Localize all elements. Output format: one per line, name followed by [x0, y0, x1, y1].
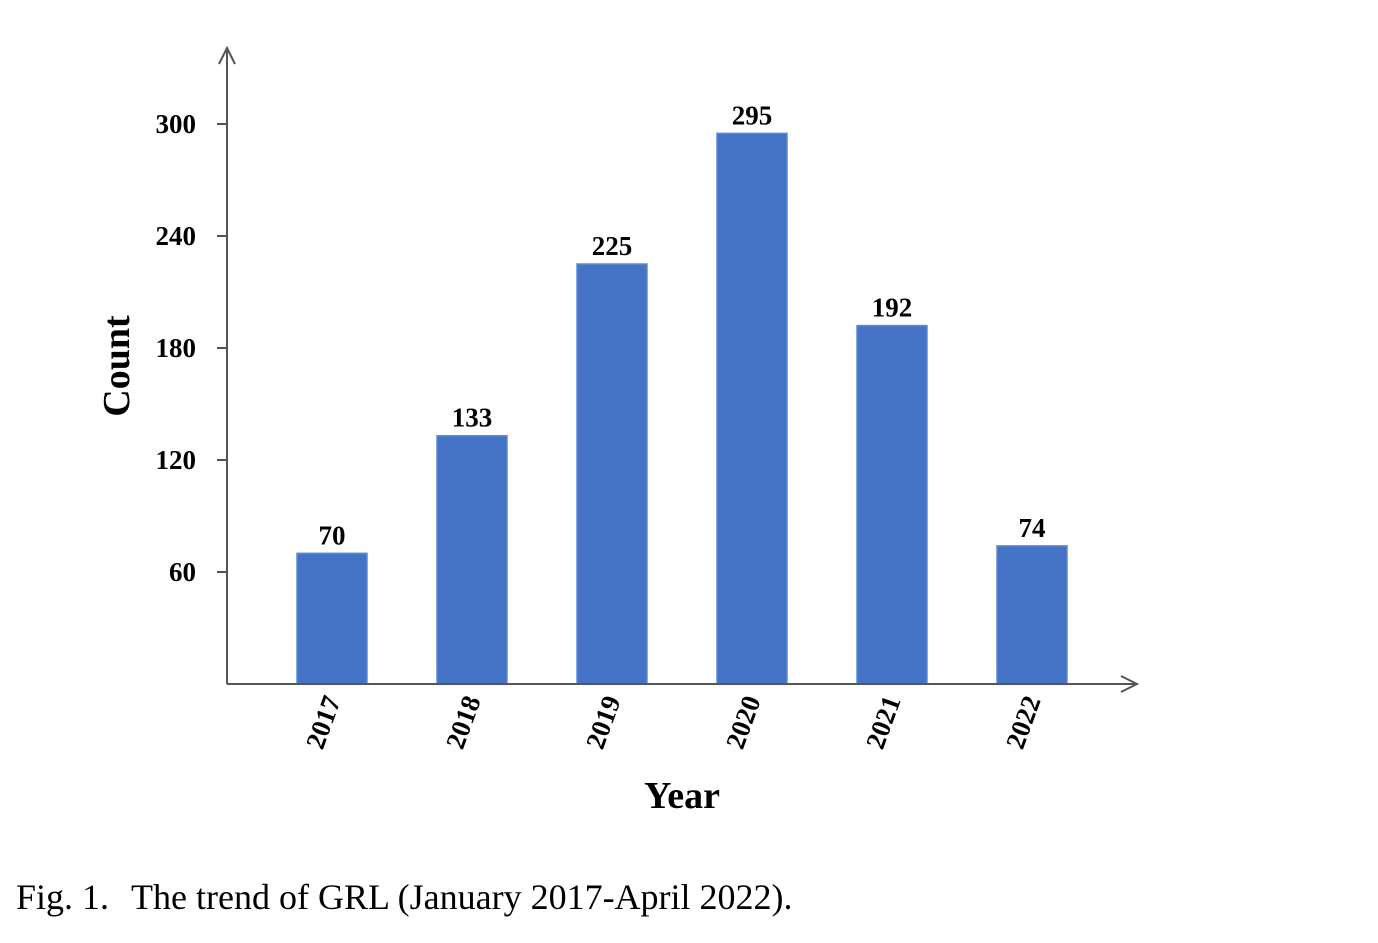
y-tick-label: 180 [156, 333, 197, 363]
x-tick-label-2018: 2018 [440, 692, 487, 753]
x-ticks-group: 2017 2018 2019 2020 2021 2022 [300, 692, 1047, 753]
x-tick-label-2019: 2019 [580, 692, 627, 753]
bar-2019 [576, 263, 648, 685]
figure-number: Fig. 1. [16, 877, 110, 917]
x-tick-label-2017: 2017 [300, 692, 347, 753]
bar-2020 [716, 132, 788, 685]
data-label-2019: 225 [592, 231, 633, 261]
y-axis-title: Count [96, 315, 138, 417]
x-tick-label-2020: 2020 [720, 692, 767, 753]
y-tick-label: 60 [169, 557, 196, 587]
y-ticks-group: 60 120 180 240 300 [156, 109, 227, 587]
bars-group [296, 132, 1068, 685]
figure-caption: Fig. 1. The trend of GRL (January 2017-Ap… [16, 876, 793, 918]
bar-2018 [436, 434, 508, 685]
data-label-2017: 70 [319, 520, 346, 550]
data-label-2020: 295 [732, 100, 773, 130]
data-label-2018: 133 [452, 403, 493, 433]
data-label-2021: 192 [872, 293, 913, 323]
bar-2022 [996, 545, 1068, 685]
axes-group [218, 45, 1140, 693]
bar-2017 [296, 552, 368, 685]
y-axis-arrow-icon [218, 45, 236, 65]
x-tick-label-2022: 2022 [1000, 692, 1047, 753]
x-axis-title: Year [644, 775, 720, 817]
x-axis-arrow-icon [1120, 675, 1140, 693]
data-label-2022: 74 [1019, 513, 1046, 543]
figure-caption-text: The trend of GRL (January 2017-April 202… [131, 877, 793, 917]
bar-chart: 70 133 225 295 192 74 60 120 180 240 300 2017 2018… [96, 45, 1140, 817]
y-tick-label: 300 [156, 109, 197, 139]
data-labels-group: 70 133 225 295 192 74 [319, 100, 1046, 550]
bar-2021 [856, 324, 928, 685]
y-tick-label: 240 [156, 221, 197, 251]
x-tick-label-2021: 2021 [860, 692, 907, 753]
y-tick-label: 120 [156, 445, 197, 475]
